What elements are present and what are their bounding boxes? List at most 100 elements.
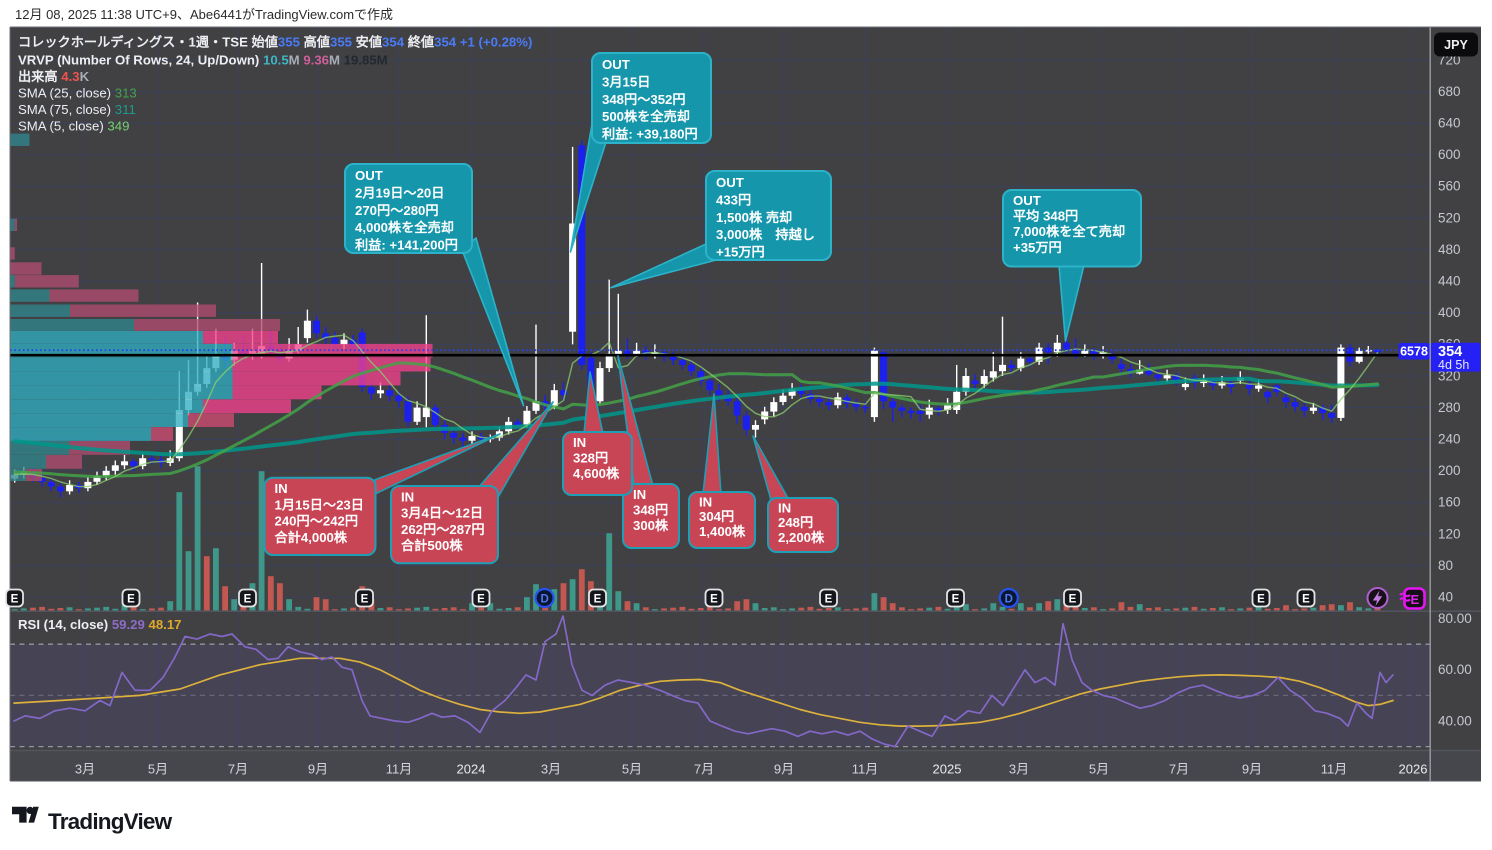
svg-text:1月15日〜23日: 1月15日〜23日 bbox=[275, 497, 364, 512]
svg-text:320: 320 bbox=[1438, 368, 1461, 383]
svg-text:利益: +39,180円: 利益: +39,180円 bbox=[602, 126, 698, 142]
svg-text:354: 354 bbox=[1438, 344, 1462, 360]
svg-text:3月: 3月 bbox=[541, 762, 561, 777]
svg-text:E: E bbox=[1410, 592, 1419, 607]
svg-text:12月 08, 2025 11:38 UTC+9、Abe64: 12月 08, 2025 11:38 UTC+9、Abe6441がTrading… bbox=[15, 7, 393, 22]
svg-text:+35万円: +35万円 bbox=[1013, 240, 1062, 255]
svg-text:OUT: OUT bbox=[1013, 193, 1041, 208]
svg-text:2024: 2024 bbox=[457, 762, 486, 777]
svg-text:120: 120 bbox=[1438, 526, 1461, 541]
svg-text:IN: IN bbox=[573, 435, 586, 450]
svg-text:E: E bbox=[244, 594, 252, 606]
svg-text:RSI (14, close) 59.29 48.17: RSI (14, close) 59.29 48.17 bbox=[18, 617, 182, 632]
svg-text:248円: 248円 bbox=[778, 515, 813, 530]
svg-text:560: 560 bbox=[1438, 179, 1461, 194]
svg-text:合計500株: 合計500株 bbox=[401, 537, 463, 553]
svg-text:2,200株: 2,200株 bbox=[778, 529, 825, 545]
svg-text:240円〜242円: 240円〜242円 bbox=[275, 514, 359, 529]
svg-text:E: E bbox=[1257, 594, 1265, 606]
svg-text:270円〜280円: 270円〜280円 bbox=[355, 203, 439, 218]
svg-text:3月: 3月 bbox=[75, 762, 95, 777]
svg-text:D: D bbox=[1005, 594, 1013, 606]
svg-text:1,500株 売却: 1,500株 売却 bbox=[716, 209, 792, 225]
svg-text:5月: 5月 bbox=[622, 762, 642, 777]
svg-text:E: E bbox=[710, 594, 718, 606]
svg-text:4,000株を全売却: 4,000株を全売却 bbox=[355, 219, 454, 235]
svg-text:7月: 7月 bbox=[1169, 762, 1189, 777]
svg-text:11月: 11月 bbox=[386, 762, 413, 777]
svg-text:9月: 9月 bbox=[308, 762, 328, 777]
svg-text:9月: 9月 bbox=[774, 762, 794, 777]
svg-text:348円: 348円 bbox=[633, 503, 668, 518]
svg-text:9月: 9月 bbox=[1242, 762, 1262, 777]
svg-text:400: 400 bbox=[1438, 305, 1461, 320]
svg-text:IN: IN bbox=[275, 481, 288, 496]
svg-text:出来高 4.3K: 出来高 4.3K bbox=[18, 68, 90, 84]
svg-text:7,000株を全て売却: 7,000株を全て売却 bbox=[1013, 223, 1125, 239]
svg-text:IN: IN bbox=[633, 487, 646, 502]
svg-text:OUT: OUT bbox=[716, 175, 744, 190]
svg-text:IN: IN bbox=[778, 501, 791, 516]
svg-text:5月: 5月 bbox=[1089, 762, 1109, 777]
svg-text:600: 600 bbox=[1438, 147, 1461, 162]
svg-text:40: 40 bbox=[1438, 590, 1453, 605]
svg-text:480: 480 bbox=[1438, 242, 1461, 257]
svg-text:E: E bbox=[1302, 594, 1310, 606]
svg-text:TradingView: TradingView bbox=[48, 809, 173, 834]
svg-text:3月4日〜12日: 3月4日〜12日 bbox=[401, 506, 483, 521]
svg-text:5月: 5月 bbox=[148, 762, 168, 777]
svg-text:利益: +141,200円: 利益: +141,200円 bbox=[355, 237, 458, 253]
svg-text:E: E bbox=[594, 594, 602, 606]
svg-text:40.00: 40.00 bbox=[1438, 713, 1472, 728]
svg-text:E: E bbox=[952, 594, 960, 606]
svg-text:VRVP (Number Of Rows, 24, Up/D: VRVP (Number Of Rows, 24, Up/Down) 10.5M… bbox=[18, 53, 388, 68]
svg-text:OUT: OUT bbox=[602, 57, 630, 72]
svg-text:E: E bbox=[127, 594, 135, 606]
svg-text:E: E bbox=[825, 594, 833, 606]
svg-text:E: E bbox=[11, 594, 19, 606]
svg-text:300株: 300株 bbox=[633, 517, 669, 533]
svg-text:E: E bbox=[477, 594, 485, 606]
svg-text:JPY: JPY bbox=[1444, 38, 1468, 52]
svg-text:SMA (25, close) 313: SMA (25, close) 313 bbox=[18, 86, 137, 101]
svg-text:OUT: OUT bbox=[355, 168, 383, 183]
svg-text:262円〜287円: 262円〜287円 bbox=[401, 522, 485, 537]
svg-text:合計4,000株: 合計4,000株 bbox=[275, 529, 348, 545]
svg-text:2026: 2026 bbox=[1399, 762, 1428, 777]
svg-text:280: 280 bbox=[1438, 400, 1461, 415]
svg-text:520: 520 bbox=[1438, 210, 1461, 225]
svg-text:平均 348円: 平均 348円 bbox=[1013, 208, 1078, 224]
svg-text:6578: 6578 bbox=[1400, 345, 1428, 359]
svg-text:1,400株: 1,400株 bbox=[699, 523, 746, 539]
svg-text:3,000株 持越し: 3,000株 持越し bbox=[716, 226, 815, 242]
svg-text:433円: 433円 bbox=[716, 192, 751, 207]
svg-text:60.00: 60.00 bbox=[1438, 662, 1472, 677]
svg-text:348円〜352円: 348円〜352円 bbox=[602, 92, 686, 107]
svg-text:3月15日: 3月15日 bbox=[602, 74, 650, 89]
svg-text:2月19日〜20日: 2月19日〜20日 bbox=[355, 185, 444, 200]
svg-text:11月: 11月 bbox=[852, 762, 879, 777]
svg-text:E: E bbox=[1069, 594, 1077, 606]
svg-text:7月: 7月 bbox=[228, 762, 248, 777]
svg-text:D: D bbox=[540, 594, 548, 606]
svg-text:640: 640 bbox=[1438, 116, 1461, 131]
svg-text:IN: IN bbox=[699, 495, 712, 510]
svg-text:240: 240 bbox=[1438, 432, 1461, 447]
svg-text:80.00: 80.00 bbox=[1438, 611, 1472, 626]
svg-text:328円: 328円 bbox=[573, 451, 608, 466]
svg-text:4d 5h: 4d 5h bbox=[1438, 358, 1469, 372]
svg-text:SMA (5, close) 349: SMA (5, close) 349 bbox=[18, 119, 129, 134]
svg-text:160: 160 bbox=[1438, 495, 1461, 510]
svg-text:440: 440 bbox=[1438, 274, 1461, 289]
svg-text:2025: 2025 bbox=[933, 762, 962, 777]
svg-text:IN: IN bbox=[401, 490, 414, 505]
svg-text:80: 80 bbox=[1438, 558, 1453, 573]
svg-text:SMA (75, close) 311: SMA (75, close) 311 bbox=[18, 102, 136, 117]
svg-text:E: E bbox=[361, 594, 369, 606]
svg-text:コレックホールディングス・1週・TSE 始値355 高値3: コレックホールディングス・1週・TSE 始値355 高値355 安値354 終値… bbox=[18, 34, 532, 50]
svg-text:3月: 3月 bbox=[1009, 762, 1029, 777]
svg-text:+15万円: +15万円 bbox=[716, 245, 765, 260]
svg-text:7月: 7月 bbox=[694, 762, 714, 777]
svg-text:304円: 304円 bbox=[699, 509, 734, 524]
svg-text:680: 680 bbox=[1438, 84, 1461, 99]
